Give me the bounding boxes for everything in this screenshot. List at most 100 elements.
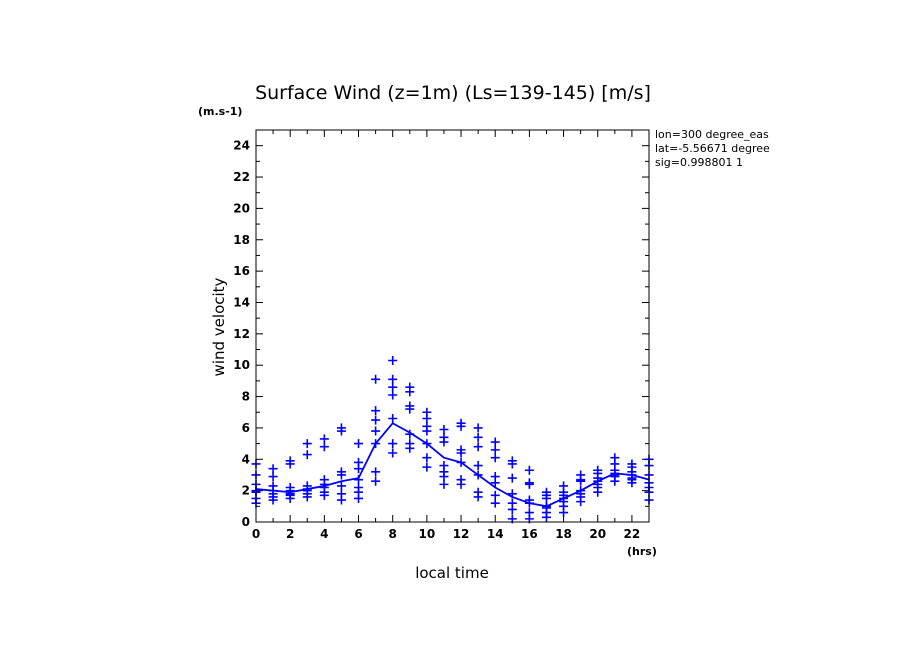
data-point	[371, 476, 381, 486]
x-tick-label: 20	[589, 527, 606, 541]
x-tick-label: 16	[521, 527, 538, 541]
data-point	[388, 448, 398, 458]
data-point	[354, 464, 364, 474]
axes-ticks	[255, 129, 650, 523]
y-tick-label: 22	[233, 170, 250, 184]
data-point	[371, 415, 381, 425]
data-point	[336, 495, 346, 505]
data-point	[627, 478, 637, 488]
data-point	[473, 423, 483, 433]
x-tick-label: 14	[487, 527, 504, 541]
data-point	[422, 414, 432, 424]
data-point	[473, 442, 483, 452]
data-point	[490, 478, 500, 488]
y-tick-label: 10	[233, 358, 250, 372]
info-line-sig: sig=0.998801 1	[655, 156, 743, 169]
mean-line	[255, 422, 650, 508]
y-tick-label: 24	[233, 139, 250, 153]
info-line-lat: lat=-5.56671 degree	[655, 142, 770, 155]
y-tick-label: 0	[242, 515, 250, 529]
x-tick-label: 10	[419, 527, 436, 541]
data-point	[439, 479, 449, 489]
data-point	[610, 476, 620, 486]
data-point	[319, 490, 329, 500]
data-point	[490, 453, 500, 463]
info-block: lon=300 degree_eas lat=-5.56671 degree s…	[655, 128, 770, 169]
plot-frame	[255, 129, 650, 523]
x-tick-label: 18	[555, 527, 572, 541]
data-point	[302, 450, 312, 460]
data-point	[439, 472, 449, 482]
y-tick-label: 14	[233, 295, 250, 309]
data-point	[422, 426, 432, 436]
data-point	[388, 414, 398, 424]
data-point	[371, 406, 381, 416]
data-point	[524, 465, 534, 475]
data-point	[388, 439, 398, 449]
y-tick-label: 4	[242, 452, 250, 466]
y-tick-label: 8	[242, 390, 250, 404]
data-point	[388, 390, 398, 400]
x-tick-label: 22	[624, 527, 641, 541]
data-point	[473, 492, 483, 502]
data-point	[354, 493, 364, 503]
y-tick-label: 2	[242, 484, 250, 498]
data-point	[405, 387, 415, 397]
data-point	[268, 464, 278, 474]
data-point	[354, 439, 364, 449]
data-point	[490, 437, 500, 447]
data-point	[388, 355, 398, 365]
data-point	[490, 490, 500, 500]
data-point	[456, 479, 466, 489]
data-point	[541, 493, 551, 503]
x-tick-label: 4	[320, 527, 328, 541]
data-point	[439, 437, 449, 447]
x-tick-label: 0	[252, 527, 260, 541]
data-point	[302, 439, 312, 449]
data-point	[473, 461, 483, 471]
x-tick-label: 12	[453, 527, 470, 541]
data-point	[576, 476, 586, 486]
y-tick-label: 12	[233, 327, 250, 341]
data-point	[456, 448, 466, 458]
y-axis-label: wind velocity	[210, 277, 228, 376]
info-line-lon: lon=300 degree_eas	[655, 128, 769, 141]
y-tick-label: 18	[233, 233, 250, 247]
data-point	[285, 493, 295, 503]
data-point	[388, 374, 398, 384]
data-point	[405, 443, 415, 453]
chart-title: Surface Wind (z=1m) (Ls=139-145) [m/s]	[255, 82, 651, 104]
x-tick-label: 2	[286, 527, 294, 541]
data-point	[439, 424, 449, 434]
data-point	[576, 497, 586, 507]
x-axis-label: local time	[415, 564, 489, 582]
data-point	[507, 473, 517, 483]
y-unit-label: (m.s-1)	[198, 105, 242, 118]
y-tick-label: 16	[233, 264, 250, 278]
data-point	[336, 426, 346, 436]
data-point	[388, 382, 398, 392]
y-tick-label: 6	[242, 421, 250, 435]
data-point	[524, 479, 534, 489]
data-point	[541, 512, 551, 522]
data-point	[268, 472, 278, 482]
y-tick-label: 20	[233, 201, 250, 215]
data-point	[490, 445, 500, 455]
data-point	[559, 508, 569, 518]
data-point	[336, 481, 346, 491]
data-point	[507, 459, 517, 469]
data-point	[371, 467, 381, 477]
data-point	[336, 470, 346, 480]
data-point	[371, 374, 381, 384]
mean-line-layer	[255, 422, 650, 508]
x-tick-label: 6	[354, 527, 362, 541]
data-point	[371, 426, 381, 436]
data-point	[507, 504, 517, 514]
data-point	[473, 432, 483, 442]
data-point	[422, 462, 432, 472]
x-unit-label: (hrs)	[627, 545, 657, 558]
x-tick-label: 8	[389, 527, 397, 541]
data-point	[268, 495, 278, 505]
